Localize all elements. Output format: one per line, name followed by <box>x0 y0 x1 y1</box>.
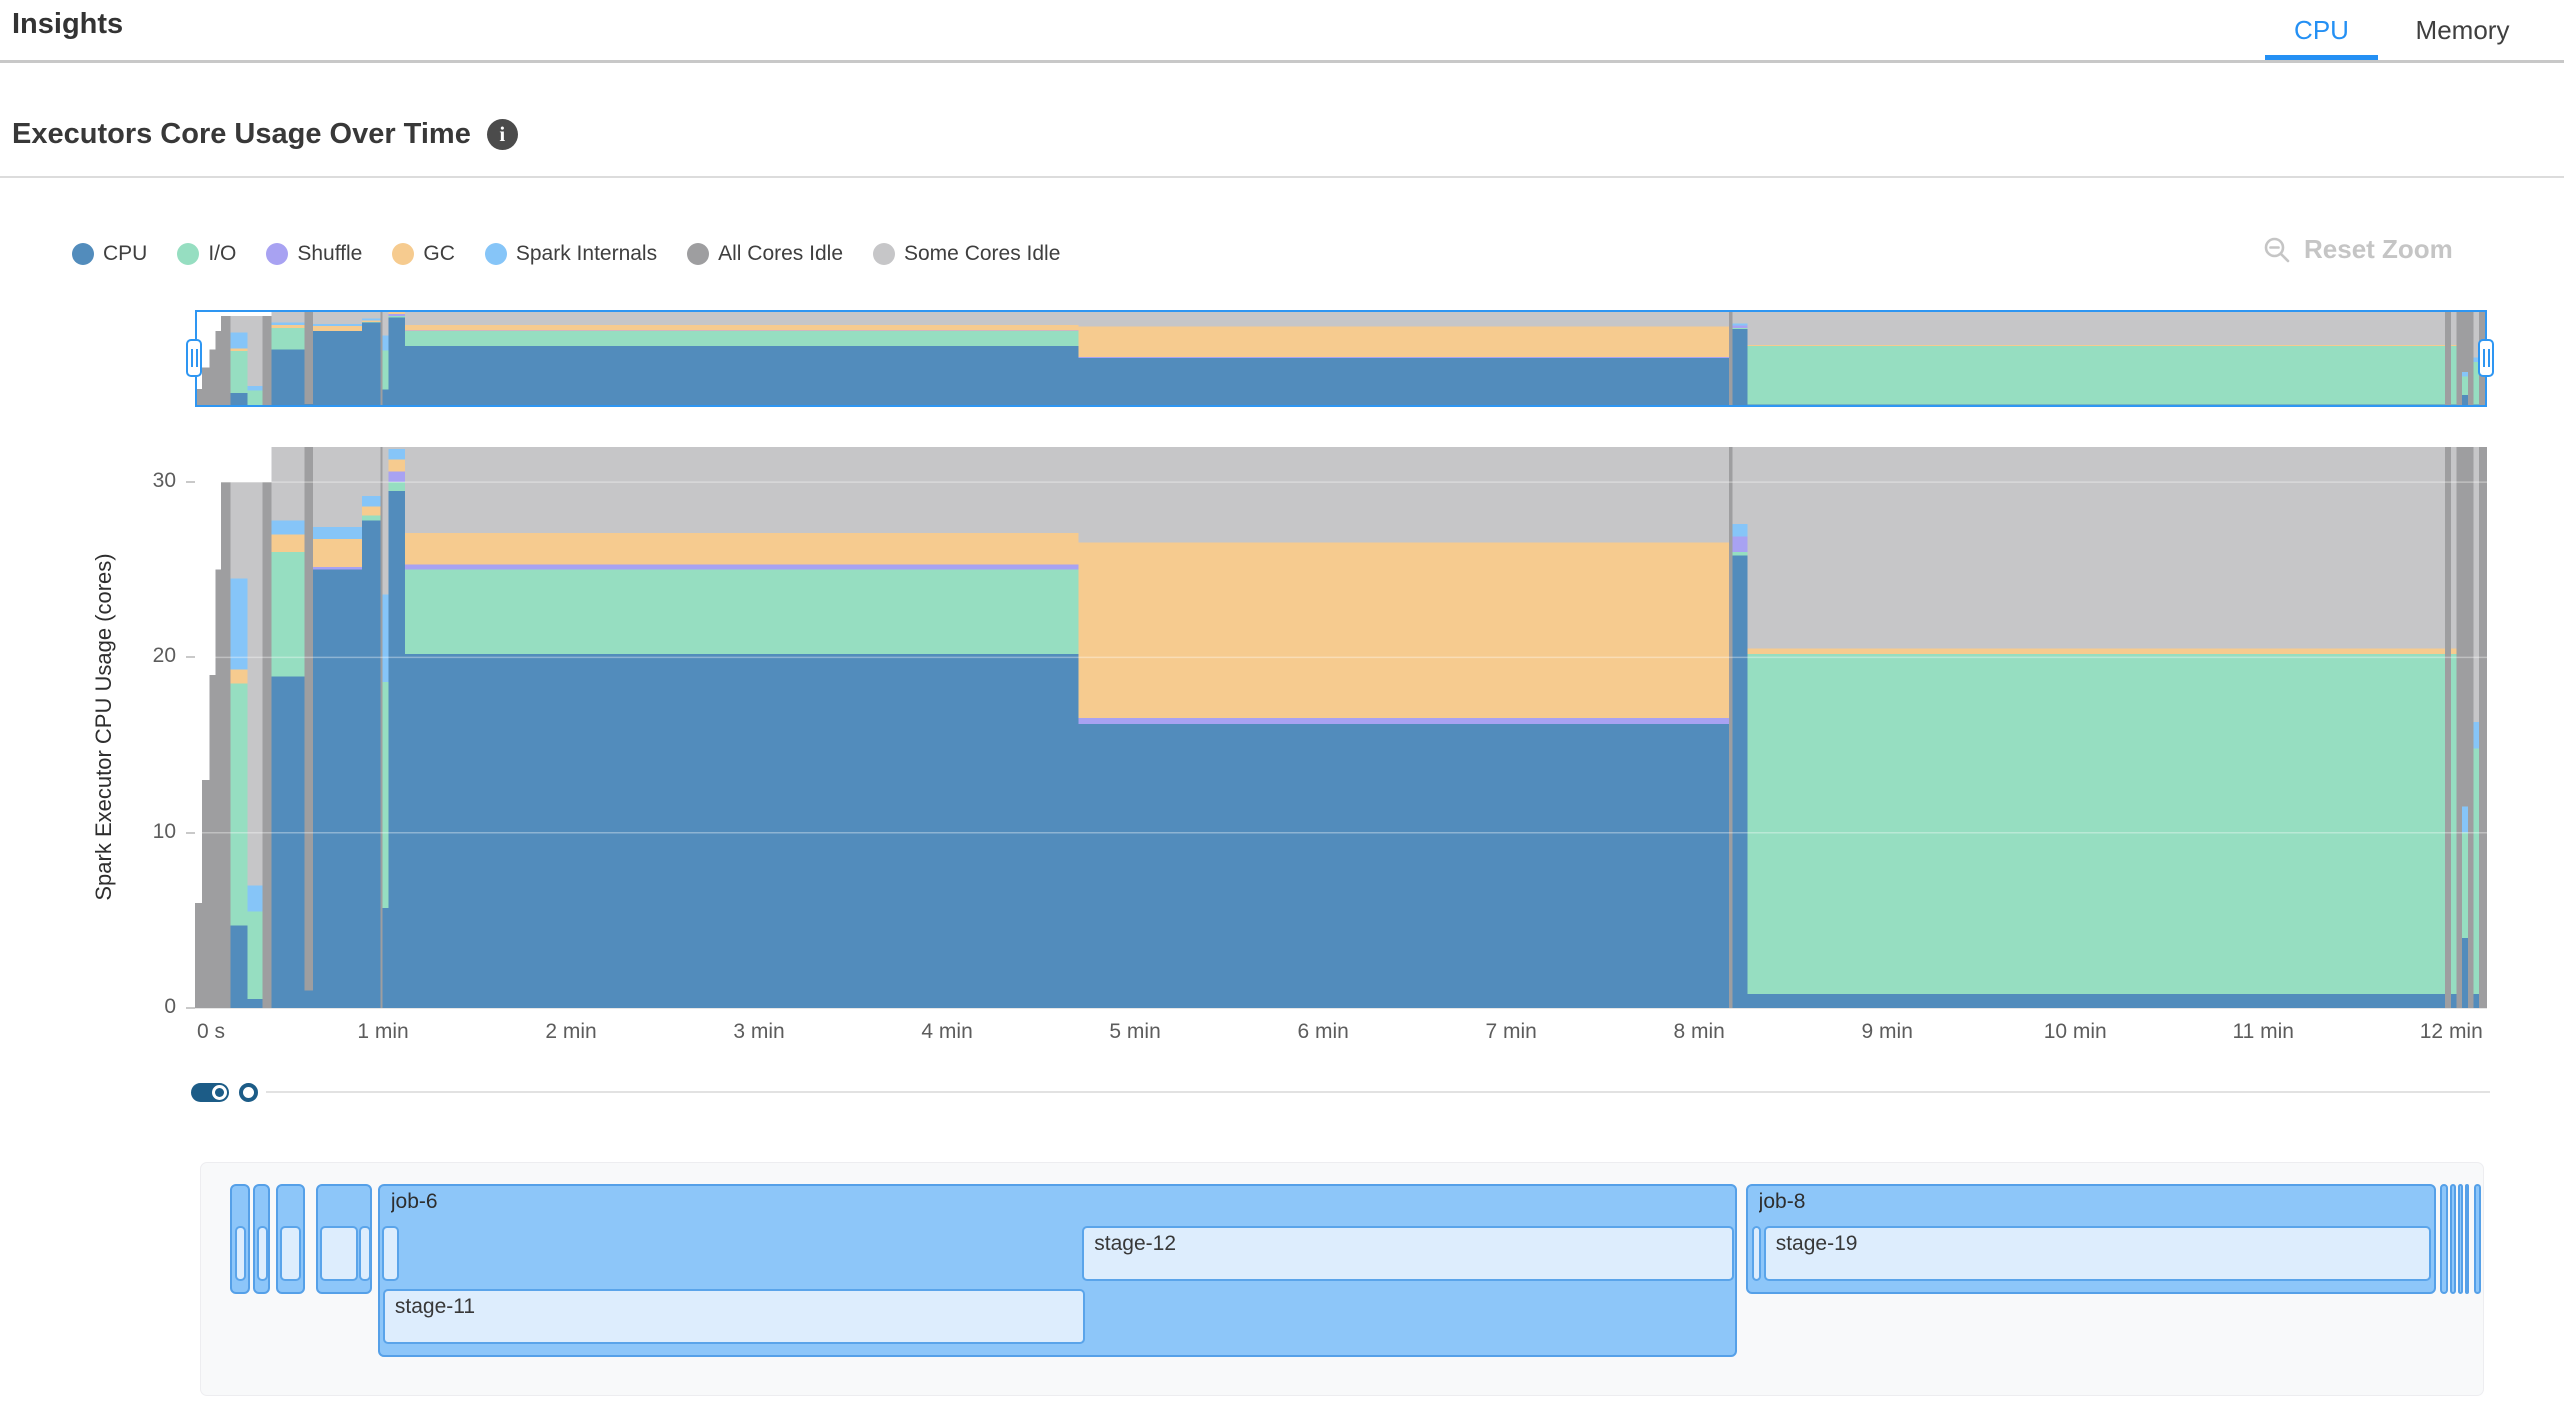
timeline-toggle-switch[interactable] <box>191 1083 229 1102</box>
job-block[interactable] <box>2464 1184 2470 1294</box>
zoom-brush[interactable] <box>195 310 2487 407</box>
legend-item[interactable]: Spark Internals <box>484 242 658 266</box>
x-tick-label: 7 min <box>1485 1020 1537 1043</box>
x-tick-label: 2 min <box>545 1020 597 1043</box>
x-tick-label: 6 min <box>1297 1020 1349 1043</box>
y-tick-label: 30 <box>152 469 176 493</box>
page-title: Insights <box>12 8 124 40</box>
legend-item[interactable]: Shuffle <box>266 242 362 266</box>
legend-item[interactable]: I/O <box>177 242 236 266</box>
section-divider <box>0 176 2564 178</box>
brush-handle-right[interactable] <box>2478 339 2494 377</box>
toggle-knob <box>212 1085 227 1100</box>
job-label: job-8 <box>1758 1190 1806 1213</box>
stage-block-stage-12[interactable]: stage-12 <box>1082 1226 1734 1281</box>
legend-dot <box>266 243 289 265</box>
legend-dot <box>392 243 415 265</box>
x-tick-label: 10 min <box>2043 1020 2107 1043</box>
legend-dot <box>484 243 507 265</box>
stage-block-stage-11[interactable]: stage-11 <box>382 1289 1086 1344</box>
job-label: job-6 <box>390 1190 438 1213</box>
x-tick-label: 0 s <box>196 1020 225 1043</box>
legend-item[interactable]: Some Cores Idle <box>873 242 1060 266</box>
x-tick-label: 11 min <box>2232 1020 2294 1043</box>
legend-label: Shuffle <box>297 242 363 265</box>
y-tick-mark <box>186 831 195 834</box>
header-divider <box>0 60 2564 63</box>
brush-handle-left[interactable] <box>186 339 202 377</box>
tab-cpu[interactable]: CPU <box>2294 14 2349 45</box>
x-tick-label: 1 min <box>357 1020 409 1043</box>
section-header: Executors Core Usage Over Time i <box>12 118 518 151</box>
stage-block[interactable] <box>358 1226 371 1281</box>
legend-item[interactable]: All Cores Idle <box>687 242 843 266</box>
info-icon[interactable]: i <box>486 119 518 150</box>
reset-zoom-label: Reset Zoom <box>2304 234 2453 264</box>
active-tab-underline <box>2265 55 2378 60</box>
reset-zoom-button[interactable]: Reset Zoom <box>2262 234 2453 265</box>
legend-item[interactable]: CPU <box>72 242 147 266</box>
legend-dot <box>873 243 895 265</box>
x-tick-label: 5 min <box>1109 1020 1161 1043</box>
stage-label: stage-12 <box>1094 1232 1177 1255</box>
y-tick-label: 0 <box>164 995 176 1018</box>
stage-block[interactable] <box>319 1226 358 1281</box>
stage-block[interactable] <box>235 1226 246 1281</box>
y-tick-mark <box>186 481 195 484</box>
legend: CPU I/O Shuffle GC Spark Internals All Cores … <box>72 242 1060 266</box>
legend-item[interactable]: GC <box>392 242 455 266</box>
stage-block[interactable] <box>381 1226 399 1281</box>
y-tick-mark <box>186 656 195 659</box>
y-tick-mark <box>186 1007 195 1009</box>
legend-label: All Cores Idle <box>718 242 843 265</box>
legend-dot <box>687 243 710 265</box>
legend-label: GC <box>423 242 455 265</box>
tab-memory[interactable]: Memory <box>2415 14 2510 45</box>
x-tick-label: 4 min <box>921 1020 973 1043</box>
y-tick-label: 20 <box>152 644 176 668</box>
stage-block[interactable] <box>256 1226 268 1281</box>
legend-dot <box>177 243 200 265</box>
x-axis-line <box>195 1008 2487 1009</box>
job-block[interactable] <box>2474 1184 2482 1294</box>
jobs-timeline-panel: job-6 job-8 stage-12 stage-11 stage-19 <box>200 1162 2484 1396</box>
stage-block-stage-19[interactable]: stage-19 <box>1763 1226 2432 1281</box>
overview-chart[interactable] <box>186 310 2494 407</box>
toggle-ring[interactable] <box>239 1083 258 1102</box>
x-tick-label: 3 min <box>733 1020 785 1043</box>
zoom-out-icon <box>2262 235 2292 265</box>
section-title: Executors Core Usage Over Time <box>12 118 471 150</box>
job-block[interactable] <box>2457 1184 2463 1294</box>
job-block[interactable] <box>2440 1184 2449 1294</box>
legend-label: Some Cores Idle <box>904 242 1061 265</box>
x-tick-label: 12 min <box>2419 1020 2483 1043</box>
x-tick-label: 8 min <box>1673 1020 1725 1043</box>
legend-label: I/O <box>208 242 237 265</box>
x-tick-label: 9 min <box>1861 1020 1913 1043</box>
stage-block[interactable] <box>279 1226 301 1281</box>
job-block[interactable] <box>2449 1184 2456 1294</box>
stage-label: stage-11 <box>394 1295 476 1318</box>
toggle-separator-line <box>266 1091 2490 1093</box>
legend-label: Spark Internals <box>515 242 658 265</box>
legend-dot <box>72 243 94 265</box>
cpu-usage-chart[interactable] <box>194 447 2488 1009</box>
legend-label: CPU <box>103 242 148 265</box>
y-tick-label: 10 <box>152 819 176 843</box>
stage-block[interactable] <box>1751 1226 1761 1281</box>
stage-label: stage-19 <box>1775 1232 1858 1255</box>
y-axis-title: Spark Executor CPU Usage (cores) <box>91 553 116 901</box>
